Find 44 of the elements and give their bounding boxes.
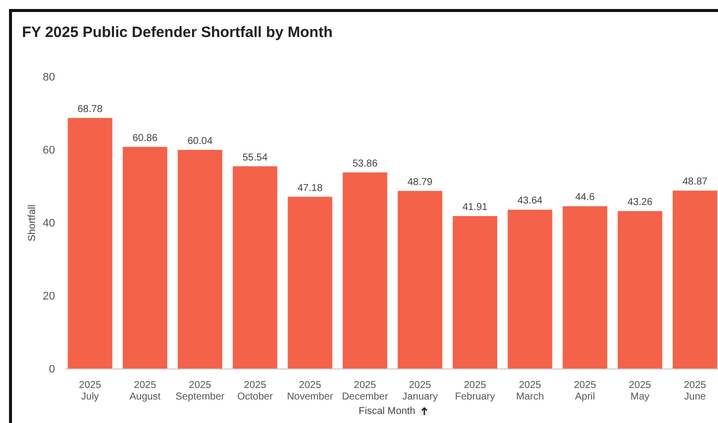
x-tick-label: 2025 August xyxy=(129,380,161,403)
data-label: 48.87 xyxy=(682,176,708,188)
bar xyxy=(618,211,662,369)
y-tick-label: 80 xyxy=(42,72,55,84)
bar xyxy=(562,206,608,369)
x-tick-label: 2025 May xyxy=(628,380,652,403)
bar xyxy=(342,172,388,369)
y-tick-label: 60 xyxy=(42,144,55,157)
data-label: 68.78 xyxy=(78,104,103,115)
data-label: 43.64 xyxy=(517,196,543,207)
data-label: 53.86 xyxy=(352,158,378,170)
bar xyxy=(178,150,222,369)
y-tick-label: 40 xyxy=(42,218,55,230)
data-label: 41.91 xyxy=(462,202,488,214)
x-tick-label: 2025 October xyxy=(237,380,274,403)
data-label: 47.18 xyxy=(297,182,323,194)
data-label: 43.26 xyxy=(627,197,653,208)
bar xyxy=(122,146,168,369)
x-tick-label: 2025 November xyxy=(286,380,334,403)
data-label: 60.86 xyxy=(132,132,158,144)
x-tick-label: 2025 January xyxy=(402,380,438,403)
y-tick-label: 20 xyxy=(42,290,55,303)
x-tick-label: 2025 March xyxy=(516,380,544,403)
bar xyxy=(508,210,552,369)
y-tick-label: 0 xyxy=(48,364,55,376)
data-label: 60.04 xyxy=(188,136,213,147)
x-tick-label: 2025 June xyxy=(684,380,707,403)
x-tick-label: 2025 April xyxy=(574,380,597,403)
data-label: 55.54 xyxy=(242,152,268,164)
x-axis-title: Fiscal Month xyxy=(358,406,416,417)
bar xyxy=(68,118,112,369)
bar xyxy=(232,166,278,369)
bar xyxy=(452,216,498,369)
chart-title: FY 2025 Public Defender Shortfall by Month xyxy=(22,24,333,41)
bar xyxy=(672,190,718,369)
y-axis-title: Shortfall xyxy=(27,204,38,242)
x-tick-label: 2025 September xyxy=(176,380,226,403)
x-tick-label: 2025 July xyxy=(78,380,102,403)
bar xyxy=(288,196,332,369)
x-tick-label: 2025 February xyxy=(454,380,495,403)
data-label: 44.6 xyxy=(575,192,596,204)
x-tick-label: 2025 December xyxy=(342,380,389,403)
data-label: 48.79 xyxy=(407,176,433,188)
bar xyxy=(398,190,442,369)
